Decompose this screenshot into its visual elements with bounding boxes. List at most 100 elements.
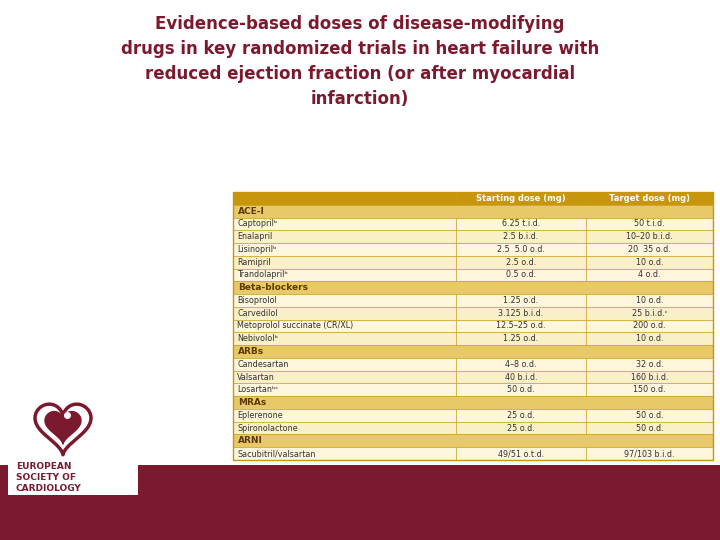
Bar xyxy=(233,370,456,383)
Bar xyxy=(233,307,456,320)
Bar xyxy=(456,256,586,268)
Bar xyxy=(456,447,586,460)
Text: MRAs: MRAs xyxy=(238,398,266,407)
Bar xyxy=(233,396,713,409)
Bar xyxy=(233,333,456,345)
Text: 97/103 b.i.d.: 97/103 b.i.d. xyxy=(624,449,675,458)
Bar xyxy=(586,333,713,345)
Text: 50 o.d.: 50 o.d. xyxy=(636,411,663,420)
Text: EUROPEAN
SOCIETY OF
CARDIOLOGY: EUROPEAN SOCIETY OF CARDIOLOGY xyxy=(16,462,82,493)
Polygon shape xyxy=(45,411,81,444)
Text: 49/51 o.t.d.: 49/51 o.t.d. xyxy=(498,449,544,458)
Text: 150 o.d.: 150 o.d. xyxy=(633,386,666,394)
Bar xyxy=(586,370,713,383)
Bar xyxy=(586,358,713,370)
Bar xyxy=(586,294,713,307)
Bar xyxy=(586,192,713,205)
Text: Nebivololᵇ: Nebivololᵇ xyxy=(237,334,278,343)
Text: 2.5 b.i.d.: 2.5 b.i.d. xyxy=(503,232,539,241)
Text: Candesartan: Candesartan xyxy=(237,360,289,369)
Text: Spironolactone: Spironolactone xyxy=(237,423,297,433)
Bar xyxy=(456,192,586,205)
Polygon shape xyxy=(35,404,91,455)
Text: Beta-blockers: Beta-blockers xyxy=(238,283,308,292)
Bar xyxy=(233,218,456,230)
Text: Sacubitril/valsartan: Sacubitril/valsartan xyxy=(237,449,315,458)
Bar xyxy=(456,422,586,435)
Text: Enalapril: Enalapril xyxy=(237,232,272,241)
Text: 32 o.d.: 32 o.d. xyxy=(636,360,663,369)
Text: Valsartan: Valsartan xyxy=(237,373,275,382)
Text: Lisinoprilᵇ: Lisinoprilᵇ xyxy=(237,245,276,254)
Text: 10–20 b.i.d.: 10–20 b.i.d. xyxy=(626,232,672,241)
Text: ARNI: ARNI xyxy=(238,436,263,446)
Text: 50 t.i.d.: 50 t.i.d. xyxy=(634,219,665,228)
Bar xyxy=(586,218,713,230)
Text: 1.25 o.d.: 1.25 o.d. xyxy=(503,334,539,343)
Text: Evidence-based doses of disease-modifying
drugs in key randomized trials in hear: Evidence-based doses of disease-modifyin… xyxy=(121,15,599,108)
Text: 4–8 o.d.: 4–8 o.d. xyxy=(505,360,536,369)
Text: 0.5 o.d.: 0.5 o.d. xyxy=(506,271,536,280)
Text: ACE-I: ACE-I xyxy=(238,207,265,215)
Bar xyxy=(233,243,456,256)
Bar xyxy=(233,268,456,281)
Text: Ramipril: Ramipril xyxy=(237,258,271,267)
Bar xyxy=(233,192,713,460)
Bar xyxy=(586,243,713,256)
Bar xyxy=(233,345,713,358)
Bar xyxy=(233,256,456,268)
Bar xyxy=(456,268,586,281)
Text: Captoprilᵇ: Captoprilᵇ xyxy=(237,219,277,228)
Bar xyxy=(233,358,456,370)
Bar xyxy=(586,230,713,243)
Bar xyxy=(586,447,713,460)
Bar xyxy=(586,422,713,435)
Text: Target dose (mg): Target dose (mg) xyxy=(609,194,690,203)
Bar xyxy=(233,281,713,294)
Bar xyxy=(233,435,713,447)
Bar xyxy=(586,383,713,396)
Text: 6.25 t.i.d.: 6.25 t.i.d. xyxy=(502,219,540,228)
Bar xyxy=(233,205,713,218)
Text: 160 b.i.d.: 160 b.i.d. xyxy=(631,373,668,382)
Bar xyxy=(456,333,586,345)
Text: 25 o.d.: 25 o.d. xyxy=(507,411,535,420)
Text: ARBs: ARBs xyxy=(238,347,264,356)
Bar xyxy=(456,370,586,383)
Text: 25 b.i.d.ᶜ: 25 b.i.d.ᶜ xyxy=(631,309,667,318)
Bar xyxy=(456,294,586,307)
Text: 200 o.d.: 200 o.d. xyxy=(633,321,666,330)
Bar xyxy=(456,409,586,422)
Bar xyxy=(456,358,586,370)
Text: 4 o.d.: 4 o.d. xyxy=(638,271,661,280)
Bar xyxy=(233,192,456,205)
Text: Bisoprolol: Bisoprolol xyxy=(237,296,276,305)
Text: Eplerenone: Eplerenone xyxy=(237,411,283,420)
Bar xyxy=(8,380,138,495)
Bar xyxy=(456,230,586,243)
Bar xyxy=(456,383,586,396)
Bar xyxy=(0,465,720,540)
Text: Carvedilol: Carvedilol xyxy=(237,309,278,318)
Bar xyxy=(233,422,456,435)
Bar xyxy=(456,307,586,320)
Text: 20  35 o.d.: 20 35 o.d. xyxy=(628,245,671,254)
Bar xyxy=(233,409,456,422)
Text: 50 o.d.: 50 o.d. xyxy=(507,386,535,394)
Bar xyxy=(456,218,586,230)
Text: 12.5–25 o.d.: 12.5–25 o.d. xyxy=(496,321,546,330)
Bar xyxy=(586,409,713,422)
Text: 10 o.d.: 10 o.d. xyxy=(636,296,663,305)
Text: 10 o.d.: 10 o.d. xyxy=(636,334,663,343)
Text: 50 o.d.: 50 o.d. xyxy=(636,423,663,433)
Bar xyxy=(233,447,456,460)
Bar xyxy=(456,243,586,256)
Bar xyxy=(233,320,456,333)
Bar xyxy=(586,307,713,320)
Text: Metoprolol succinate (CR/XL): Metoprolol succinate (CR/XL) xyxy=(237,321,354,330)
Text: 40 b.i.d.: 40 b.i.d. xyxy=(505,373,537,382)
Bar xyxy=(586,256,713,268)
Text: 3.125 b.i.d.: 3.125 b.i.d. xyxy=(498,309,544,318)
Bar xyxy=(233,383,456,396)
Text: 10 o.d.: 10 o.d. xyxy=(636,258,663,267)
